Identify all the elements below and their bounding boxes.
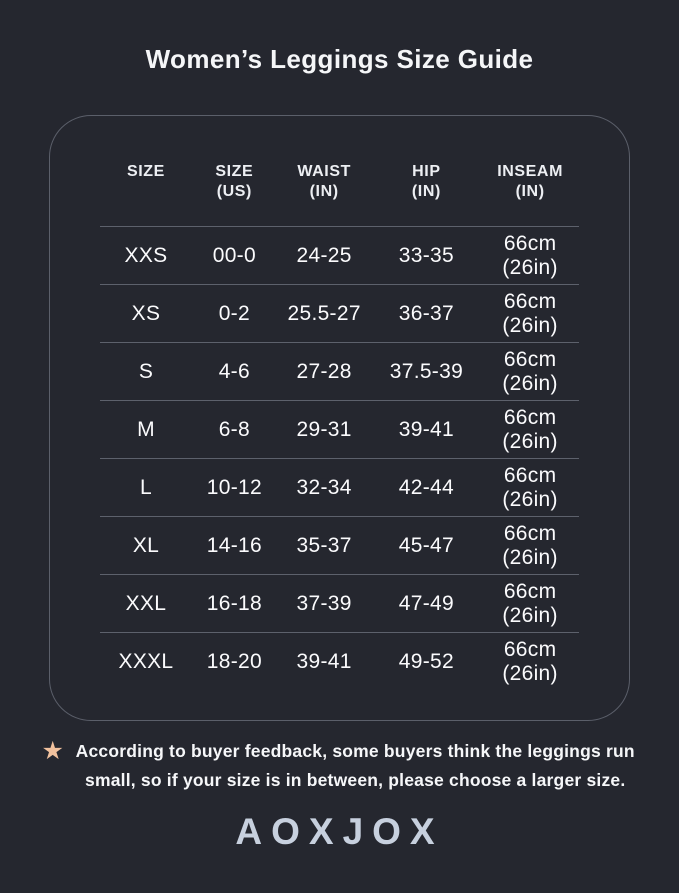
table-row-s: S 4-6 27-28 37.5-39 66cm (26in) bbox=[100, 342, 579, 400]
table-row-xxl: XXL 16-18 37-39 47-49 66cm (26in) bbox=[100, 574, 579, 632]
inseam-value: 66cm (26in) bbox=[502, 463, 558, 511]
hip-value: 42-44 bbox=[398, 475, 455, 499]
size-us-value: 14-16 bbox=[206, 533, 262, 557]
size-label: XXS bbox=[124, 243, 168, 267]
inseam-value: 66cm (26in) bbox=[502, 289, 558, 337]
inseam-value: 66cm (26in) bbox=[502, 521, 558, 569]
inseam-value: 66cm (26in) bbox=[502, 579, 558, 627]
fit-disclaimer: ★ According to buyer feedback, some buye… bbox=[42, 737, 638, 795]
waist-value: 35-37 bbox=[296, 533, 352, 557]
fit-disclaimer-text: According to buyer feedback, some buyers… bbox=[75, 741, 635, 790]
waist-value: 39-41 bbox=[296, 649, 352, 673]
hip-value: 45-47 bbox=[398, 533, 455, 557]
hip-value: 47-49 bbox=[398, 591, 455, 615]
size-label: XXL bbox=[125, 591, 167, 615]
inseam-value: 66cm (26in) bbox=[502, 405, 558, 453]
column-header-size-us: SIZE (US) bbox=[215, 163, 254, 200]
column-header-waist: WAIST (IN) bbox=[297, 163, 351, 200]
table-row-m: M 6-8 29-31 39-41 66cm (26in) bbox=[100, 400, 579, 458]
column-header-hip: HIP (IN) bbox=[411, 163, 441, 200]
table-row-xl: XL 14-16 35-37 45-47 66cm (26in) bbox=[100, 516, 579, 574]
hip-value: 36-37 bbox=[398, 301, 455, 325]
inseam-value: 66cm (26in) bbox=[502, 347, 558, 395]
table-header-row: SIZE SIZE (US) WAIST (IN) HIP (IN) INSEA… bbox=[100, 162, 579, 226]
size-us-value: 16-18 bbox=[206, 591, 262, 615]
hip-value: 39-41 bbox=[398, 417, 455, 441]
waist-value: 24-25 bbox=[296, 243, 352, 267]
hip-value: 37.5-39 bbox=[389, 359, 464, 383]
size-us-value: 6-8 bbox=[218, 417, 250, 441]
brand-logo: AOXJOX bbox=[235, 811, 444, 852]
size-guide-panel: SIZE SIZE (US) WAIST (IN) HIP (IN) INSEA… bbox=[49, 115, 630, 721]
size-label: XS bbox=[131, 301, 161, 325]
size-label: S bbox=[138, 359, 154, 383]
waist-value: 37-39 bbox=[296, 591, 352, 615]
waist-value: 25.5-27 bbox=[287, 301, 361, 325]
hip-value: 49-52 bbox=[398, 649, 455, 673]
size-label: XL bbox=[132, 533, 160, 557]
size-label: L bbox=[139, 475, 152, 499]
table-row-xs: XS 0-2 25.5-27 36-37 66cm (26in) bbox=[100, 284, 579, 342]
column-header-size: SIZE bbox=[126, 163, 165, 180]
size-us-value: 4-6 bbox=[218, 359, 250, 383]
table-row-xxxl: XXXL 18-20 39-41 49-52 66cm (26in) bbox=[100, 632, 579, 690]
page-title: Women’s Leggings Size Guide bbox=[145, 44, 534, 74]
size-label: XXXL bbox=[118, 649, 174, 673]
hip-value: 33-35 bbox=[398, 243, 455, 267]
size-label: M bbox=[137, 417, 155, 441]
size-us-value: 00-0 bbox=[212, 243, 256, 267]
inseam-value: 66cm (26in) bbox=[502, 637, 558, 685]
waist-value: 32-34 bbox=[296, 475, 352, 499]
inseam-value: 66cm (26in) bbox=[502, 231, 558, 279]
table-row-l: L 10-12 32-34 42-44 66cm (26in) bbox=[100, 458, 579, 516]
size-us-value: 10-12 bbox=[206, 475, 262, 499]
waist-value: 29-31 bbox=[296, 417, 352, 441]
column-header-inseam: INSEAM (IN) bbox=[497, 163, 564, 200]
star-icon: ★ bbox=[41, 737, 64, 765]
size-us-value: 18-20 bbox=[206, 649, 262, 673]
table-row-xxs: XXS 00-0 24-25 33-35 66cm (26in) bbox=[100, 226, 579, 284]
size-us-value: 0-2 bbox=[218, 301, 250, 325]
waist-value: 27-28 bbox=[296, 359, 352, 383]
